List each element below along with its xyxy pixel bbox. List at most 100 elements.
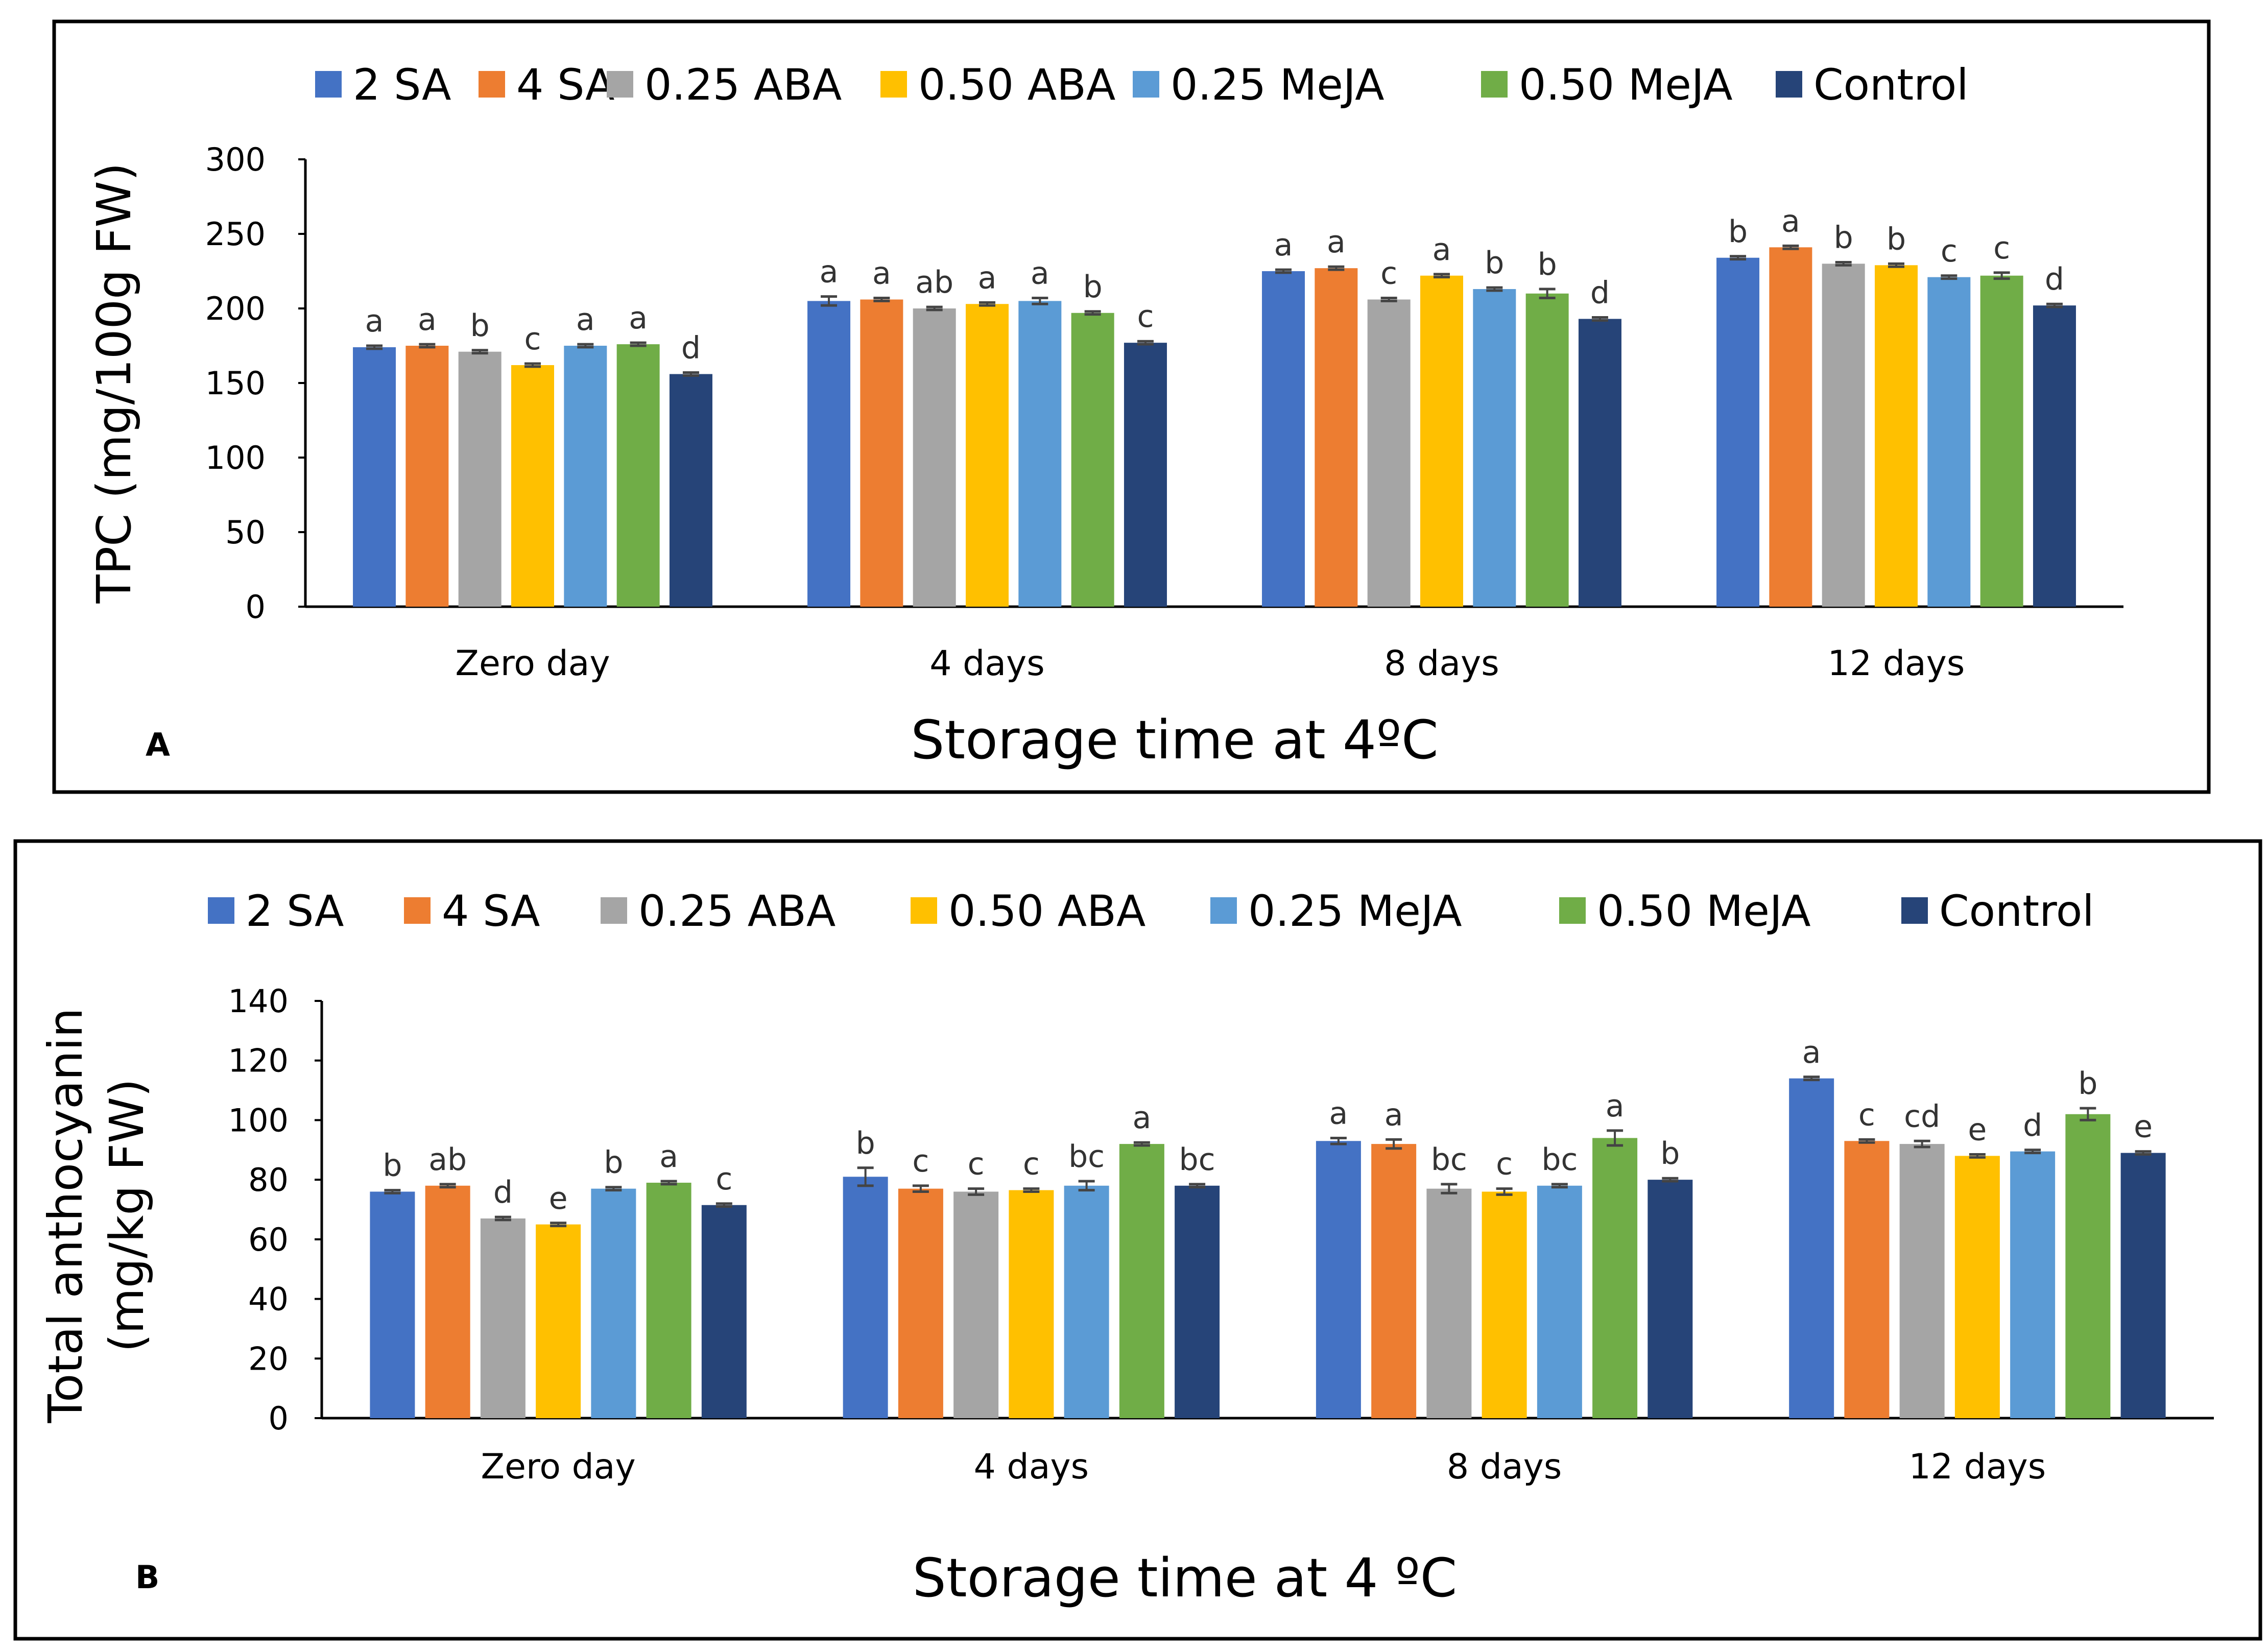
y-axis-title-line2: (mg/kg FW) [100,1079,154,1352]
bar-control-2 [1648,1180,1693,1418]
category-label-3: 12 days [1828,643,1965,684]
panel-a-chart: 2 SA 4 SA 0.25 ABA 0.50 ABA 0.25 MeJA 0.50 Me… [87,60,2123,771]
legend-swatch-1 [479,71,505,98]
bar-0-50-meja-1 [1071,313,1114,607]
significance-letter: a [1132,1100,1151,1136]
bar-4-sa-0 [425,1185,470,1418]
significance-letter: c [1496,1146,1513,1182]
legend-swatch-6 [1776,71,1802,98]
bar-0-25-aba-2 [1426,1188,1472,1418]
significance-letter: a [1384,1097,1403,1133]
y-axis-title: TPC (mg/100g FW) [87,162,141,604]
significance-letter: b [1083,269,1103,305]
significance-letter: a [418,302,437,338]
bar-0-25-meja-0 [564,346,607,607]
category-label-2: 8 days [1384,643,1499,684]
legend-swatch-3 [880,71,907,98]
y-tick-label: 0 [246,588,266,626]
significance-letter: b [383,1148,402,1184]
bar-2-sa-0 [370,1191,415,1418]
significance-letter: bc [1068,1139,1105,1175]
bar-control-1 [1124,343,1167,607]
significance-letter: a [1031,256,1049,292]
bar-0-25-meja-2 [1537,1185,1582,1418]
significance-letter: cd [1904,1098,1940,1134]
bar-0-25-aba-0 [480,1218,526,1418]
significance-letter: c [1380,256,1397,292]
significance-letter: e [2134,1109,2153,1145]
bar-control-3 [2120,1153,2166,1418]
significance-letter: a [1781,203,1800,239]
y-tick-label: 120 [228,1042,289,1080]
bar-2-sa-1 [843,1177,888,1418]
legend-label-6: Control [1939,886,2094,936]
significance-letter: c [912,1143,929,1179]
bar-0-50-aba-0 [536,1224,581,1418]
bar-2-sa-2 [1262,271,1305,607]
legend-label-1: 4 SA [516,60,615,110]
bar-0-25-aba-2 [1367,299,1411,607]
legend-label-0: 2 SA [353,60,451,110]
legend-swatch-2 [607,71,633,98]
category-label-3: 12 days [1909,1447,2046,1487]
bar-4-sa-0 [405,346,449,607]
legend-label-3: 0.50 ABA [948,886,1145,936]
category-label-0: Zero day [481,1447,636,1487]
bar-2-sa-0 [353,347,396,607]
significance-letter: a [978,260,997,296]
significance-letter: ab [428,1142,467,1178]
significance-letter: b [1660,1136,1680,1171]
significance-letter: a [659,1139,678,1175]
significance-letter: a [1274,227,1293,263]
bar-0-50-aba-2 [1482,1191,1527,1418]
significance-letter: b [604,1145,623,1181]
legend-label-3: 0.50 ABA [918,60,1115,110]
y-tick-label: 20 [248,1340,289,1377]
significance-letter: c [715,1161,732,1197]
bar-4-sa-3 [1769,247,1812,607]
significance-letter: a [1606,1088,1625,1124]
bar-0-25-aba-1 [913,308,956,607]
category-label-0: Zero day [455,643,610,684]
panel-b-frame [13,839,2262,1641]
legend-label-1: 4 SA [442,886,540,936]
bar-0-50-meja-3 [1980,275,2023,607]
bar-control-1 [1175,1185,1220,1418]
category-label-1: 4 days [974,1447,1089,1487]
bar-0-50-meja-1 [1119,1144,1164,1418]
significance-letter: a [629,300,648,336]
significance-letter: c [1941,233,1957,269]
y-tick-label: 100 [205,439,266,476]
bar-0-50-meja-0 [646,1182,691,1418]
bar-0-25-meja-2 [1473,289,1516,607]
significance-letter: c [1023,1146,1040,1182]
significance-letter: a [365,303,384,339]
significance-letter: a [820,254,839,290]
bar-4-sa-1 [860,299,903,607]
y-tick-label: 0 [269,1400,289,1437]
legend-label-4: 0.25 MeJA [1248,886,1462,936]
bar-control-2 [1578,319,1621,607]
bar-0-50-aba-0 [511,365,554,607]
y-tick-label: 150 [205,365,266,402]
bar-0-50-aba-3 [1875,265,1918,607]
bar-0-50-aba-2 [1420,275,1463,607]
bar-0-50-aba-1 [1009,1190,1054,1418]
significance-letter: ab [915,265,953,300]
significance-letter: a [1329,1095,1348,1131]
legend-label-5: 0.50 MeJA [1597,886,1811,936]
significance-letter: bc [1431,1142,1467,1178]
bar-0-25-aba-0 [458,351,502,607]
significance-letter: bc [1179,1142,1215,1178]
significance-letter: b [1887,221,1906,257]
legend-swatch-1 [404,897,431,924]
legend-label-5: 0.50 MeJA [1519,60,1733,110]
significance-letter: a [872,256,891,292]
bar-0-50-meja-0 [616,344,660,607]
significance-letter: d [493,1175,513,1210]
significance-letter: bc [1541,1142,1578,1178]
bar-0-25-aba-1 [953,1191,999,1418]
significance-letter: b [1834,220,1853,255]
legend-swatch-0 [315,71,342,98]
